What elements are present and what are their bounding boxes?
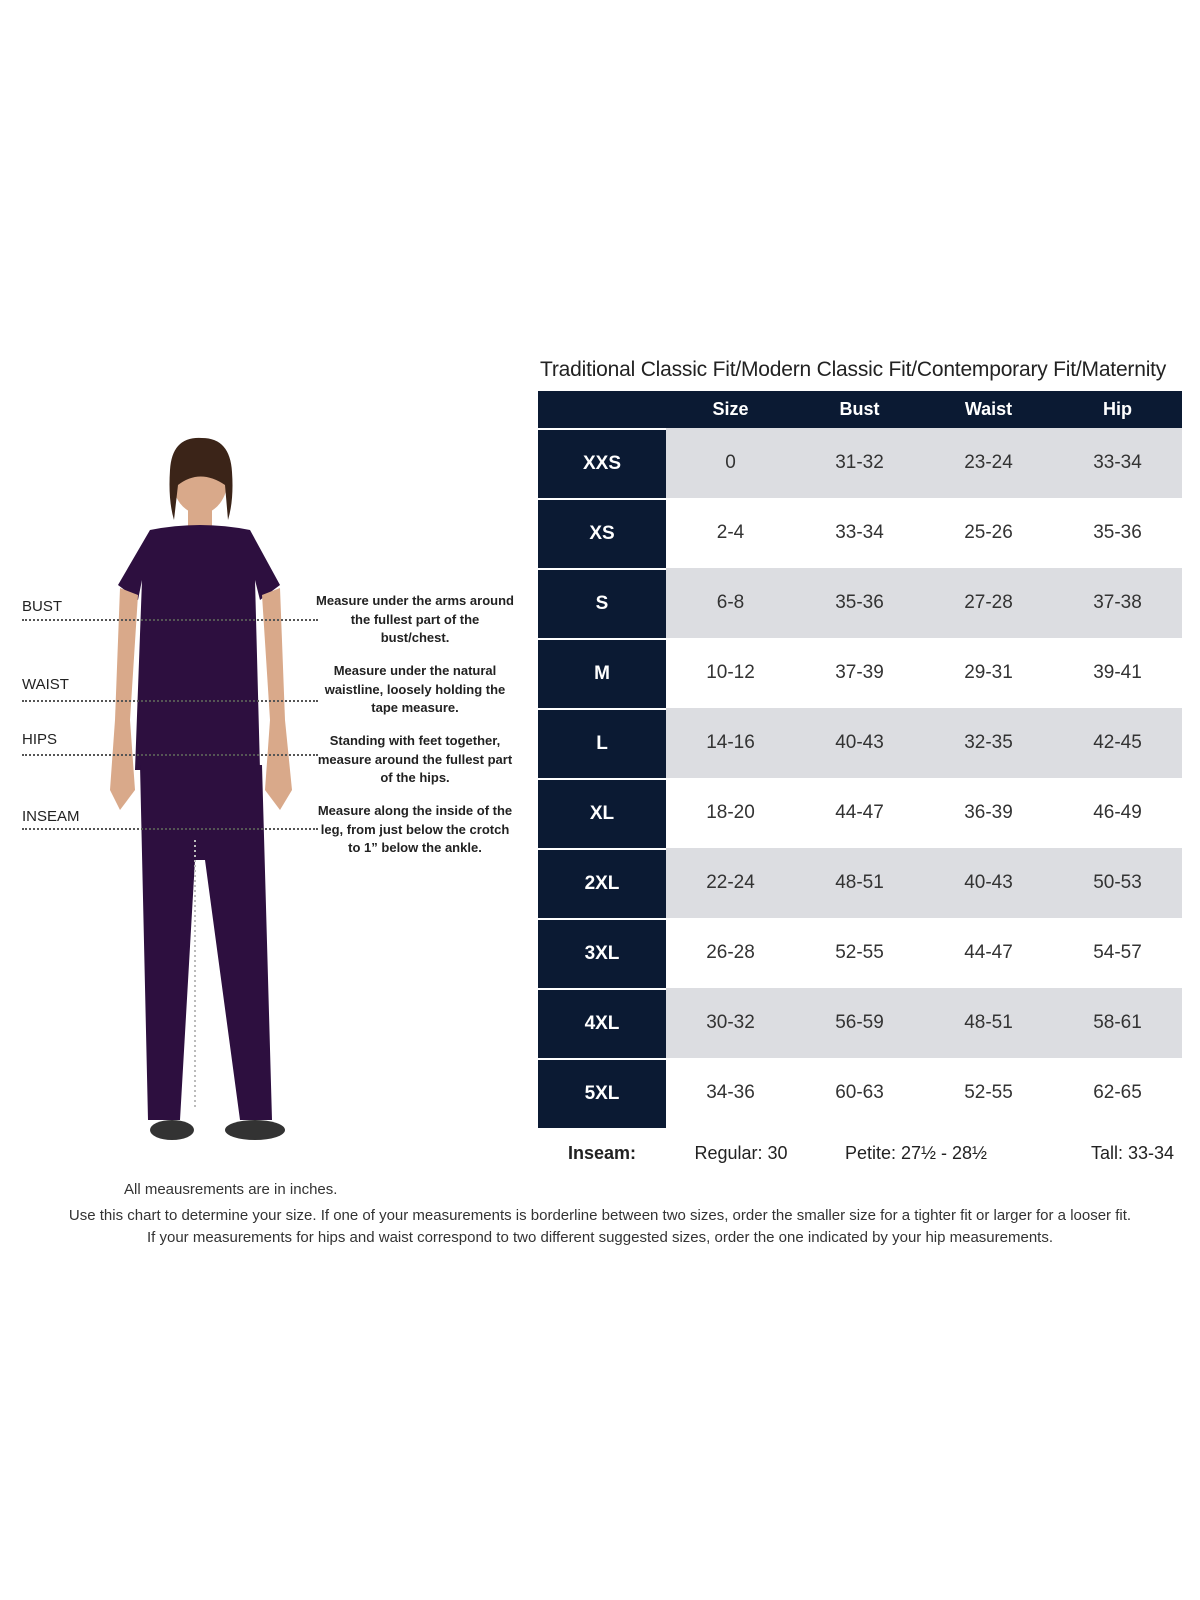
table-row: XXS 0 31-32 23-24 33-34 [538, 428, 1182, 498]
size-table: Size Bust Waist Hip XXS 0 31-32 23-24 33-34 X… [538, 391, 1182, 1128]
cell-bust: 56-59 [835, 1012, 884, 1033]
sizing-note-1: Use this chart to determine your size. I… [68, 1207, 1132, 1224]
table-row: XL 18-20 44-47 36-39 46-49 [538, 778, 1182, 848]
waist-line [22, 700, 318, 702]
header-hip: Hip [1103, 399, 1132, 419]
cell-bust: 48-51 [835, 872, 884, 893]
cell-hip: 37-38 [1093, 592, 1142, 613]
cell-size: 2-4 [716, 522, 745, 543]
cell-bust: 60-63 [835, 1082, 884, 1103]
cell-waist: 27-28 [964, 592, 1013, 613]
inseam-tall: Tall: 33-34 [1090, 1143, 1174, 1163]
cell-waist: 48-51 [964, 1012, 1013, 1033]
cell-waist: 36-39 [964, 802, 1013, 823]
size-label: 4XL [538, 988, 666, 1058]
inseam-line [22, 828, 318, 830]
cell-hip: 39-41 [1093, 662, 1142, 683]
label-inseam: INSEAM [22, 808, 80, 825]
cell-hip: 33-34 [1093, 452, 1142, 473]
cell-size: 10-12 [706, 662, 755, 683]
desc-inseam: Measure along the inside of the leg, fro… [317, 803, 513, 855]
cell-hip: 42-45 [1093, 732, 1142, 753]
cell-hip: 46-49 [1093, 802, 1142, 823]
label-bust: BUST [22, 598, 63, 615]
inseam-regular: Regular: 30 [694, 1143, 788, 1163]
cell-size: 34-36 [706, 1082, 755, 1103]
table-row: 3XL 26-28 52-55 44-47 54-57 [538, 918, 1182, 988]
cell-bust: 44-47 [835, 802, 884, 823]
size-label: 2XL [538, 848, 666, 918]
cell-bust: 31-32 [835, 452, 884, 473]
header-size: Size [712, 399, 749, 419]
table-row: 5XL 34-36 60-63 52-55 62-65 [538, 1058, 1182, 1128]
cell-waist: 44-47 [964, 942, 1013, 963]
cell-hip: 58-61 [1093, 1012, 1142, 1033]
size-label: L [538, 708, 666, 778]
desc-waist: Measure under the natural waistline, loo… [324, 663, 506, 715]
model-figure [110, 437, 292, 1140]
size-label: 3XL [538, 918, 666, 988]
cell-waist: 29-31 [964, 662, 1013, 683]
size-label: S [538, 568, 666, 638]
header-bust: Bust [839, 399, 880, 419]
size-label: XS [538, 498, 666, 568]
cell-bust: 35-36 [835, 592, 884, 613]
cell-waist: 25-26 [964, 522, 1013, 543]
hips-line [22, 754, 318, 756]
cell-size: 26-28 [706, 942, 755, 963]
size-label: 5XL [538, 1058, 666, 1128]
bust-line [22, 619, 318, 621]
size-label: XXS [538, 428, 666, 498]
cell-size: 14-16 [706, 732, 755, 753]
cell-bust: 52-55 [835, 942, 884, 963]
cell-bust: 40-43 [835, 732, 884, 753]
cell-size: 30-32 [706, 1012, 755, 1033]
cell-waist: 40-43 [964, 872, 1013, 893]
cell-size: 18-20 [706, 802, 755, 823]
table-row: L 14-16 40-43 32-35 42-45 [538, 708, 1182, 778]
cell-size: 6-8 [716, 592, 745, 613]
table-row: M 10-12 37-39 29-31 39-41 [538, 638, 1182, 708]
inseam-label: Inseam: [567, 1143, 637, 1163]
cell-waist: 52-55 [964, 1082, 1013, 1103]
cell-size: 22-24 [706, 872, 755, 893]
inseam-petite: Petite: 27½ - 28½ [844, 1143, 988, 1163]
inseam-row: Inseam: Regular: 30 Petite: 27½ - 28½ Ta… [538, 1143, 1182, 1164]
cell-waist: 23-24 [964, 452, 1013, 473]
table-row: 4XL 30-32 56-59 48-51 58-61 [538, 988, 1182, 1058]
cell-hip: 35-36 [1093, 522, 1142, 543]
table-header: Size Bust Waist Hip [538, 391, 1182, 428]
table-row: 2XL 22-24 48-51 40-43 50-53 [538, 848, 1182, 918]
cell-hip: 62-65 [1093, 1082, 1142, 1103]
units-note: All meausrements are in inches. [124, 1181, 338, 1198]
size-label: M [538, 638, 666, 708]
cell-waist: 32-35 [964, 732, 1013, 753]
sizing-note-2: If your measurements for hips and waist … [146, 1229, 1054, 1246]
desc-bust: Measure under the arms around the fulles… [316, 593, 514, 645]
chart-title: Traditional Classic Fit/Modern Classic F… [540, 358, 1167, 381]
cell-hip: 50-53 [1093, 872, 1142, 893]
label-waist: WAIST [22, 676, 69, 693]
cell-bust: 37-39 [835, 662, 884, 683]
table-row: XS 2-4 33-34 25-26 35-36 [538, 498, 1182, 568]
desc-hips: Standing with feet together, measure aro… [317, 733, 513, 785]
cell-size: 0 [725, 452, 736, 473]
cell-hip: 54-57 [1093, 942, 1142, 963]
cell-bust: 33-34 [835, 522, 884, 543]
table-row: S 6-8 35-36 27-28 37-38 [538, 568, 1182, 638]
label-hips: HIPS [22, 731, 58, 748]
size-label: XL [538, 778, 666, 848]
header-waist: Waist [964, 399, 1013, 419]
